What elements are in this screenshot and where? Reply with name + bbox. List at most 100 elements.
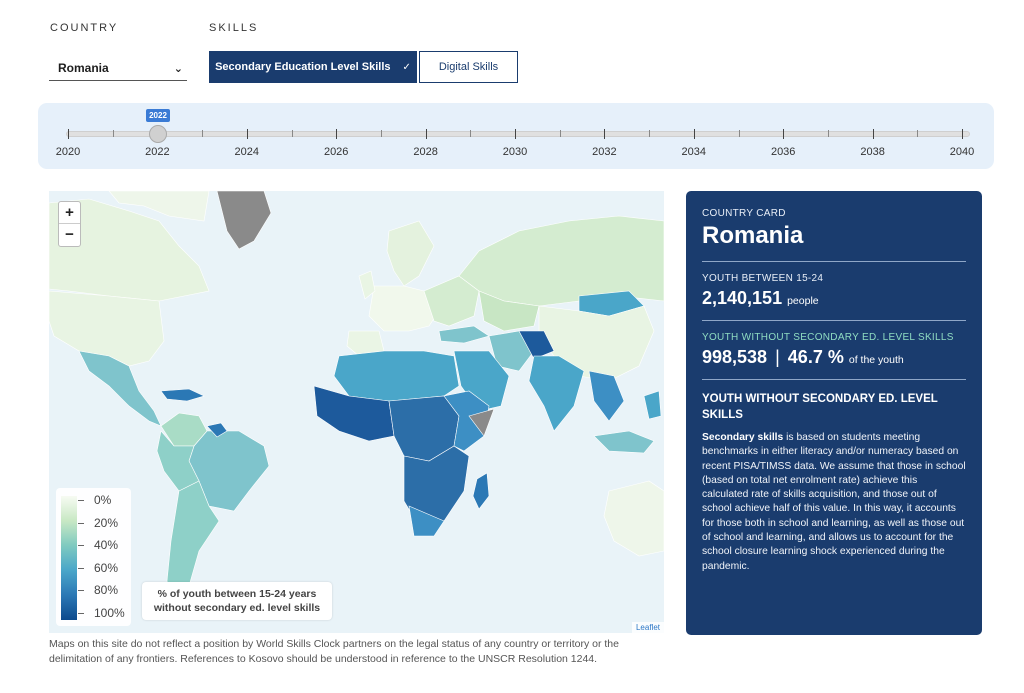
caribbean-shape <box>160 388 205 402</box>
timeline-tick <box>246 129 248 139</box>
russia-shape <box>458 215 664 307</box>
card-country-name: Romania <box>702 222 804 249</box>
secondary-skills-button[interactable]: Secondary Education Level Skills ✓ <box>209 51 417 83</box>
mexico-shape <box>78 350 162 427</box>
legend-color-bar <box>61 496 77 620</box>
timeline-tick <box>827 130 829 137</box>
timeline-year-2036[interactable]: 2036 <box>770 146 796 158</box>
kazakhstan-shape <box>478 290 540 332</box>
canada-shape <box>49 198 210 302</box>
zoom-in-button[interactable]: + <box>59 202 80 224</box>
uk-shape <box>358 270 376 300</box>
timeline-year-2024[interactable]: 2024 <box>234 146 260 158</box>
north-africa-shape <box>333 350 460 402</box>
timeline-year-2022[interactable]: 2022 <box>145 146 170 158</box>
zoom-control: + − <box>58 201 81 247</box>
section-heading: YOUTH WITHOUT SECONDARY ED. LEVEL SKILLS <box>702 393 938 421</box>
map-legend: 0% 20% 40% 60% 80% 100% <box>56 488 131 626</box>
zoom-out-button[interactable]: − <box>65 226 74 243</box>
section-body-text: is based on students meeting benchmarks … <box>702 432 966 572</box>
map-disclaimer: Maps on this site do not reflect a posit… <box>49 638 619 665</box>
legend-value: 40% <box>94 538 119 553</box>
timeline-tick <box>872 129 874 139</box>
year-timeline: 2020 2022 2024 2026 2028 2030 2032 2034 2036 2038… <box>38 103 994 169</box>
indonesia-shape <box>593 430 655 454</box>
youth-stat: 2,140,151 people <box>702 288 966 309</box>
west-africa-shape <box>313 385 395 442</box>
timeline-year-2020[interactable]: 2020 <box>55 146 81 158</box>
section-body: Secondary skills is based on students me… <box>702 431 966 574</box>
without-skills-label: YOUTH WITHOUT SECONDARY ED. LEVEL SKILLS <box>702 332 954 343</box>
timeline-year-2034[interactable]: 2034 <box>681 146 707 158</box>
legend-value: 60% <box>94 560 119 575</box>
timeline-year-2028[interactable]: 2028 <box>413 146 438 158</box>
timeline-tick <box>291 130 293 137</box>
legend-tick <box>78 545 84 547</box>
legend-tick <box>78 500 84 501</box>
check-icon: ✓ <box>402 61 411 73</box>
legend-value: 80% <box>94 583 119 598</box>
timeline-handle[interactable] <box>149 125 167 143</box>
legend-tick <box>78 567 84 569</box>
scandinavia-shape <box>386 220 435 287</box>
without-skills-stat: 998,538 | 46.7 % of the youth <box>702 347 966 368</box>
arabia-shape <box>453 350 510 412</box>
timeline-year-2030[interactable]: 2030 <box>502 146 528 158</box>
legend-caption-line1: % of youth between 15-24 years <box>157 588 317 600</box>
timeline-year-2026[interactable]: 2026 <box>323 146 349 158</box>
timeline-year-2040[interactable]: 2040 <box>949 146 975 158</box>
timeline-tick <box>693 129 695 139</box>
europe-west-shape <box>368 285 440 332</box>
card-label: COUNTRY CARD <box>702 208 786 219</box>
stat-separator: | <box>775 347 780 367</box>
afghanistan-shape <box>518 330 555 360</box>
country-select[interactable]: Romania ⌄ <box>49 56 187 81</box>
timeline-tick <box>336 129 338 139</box>
digital-skills-button[interactable]: Digital Skills <box>419 51 518 83</box>
southern-africa-shape <box>403 445 470 527</box>
legend-tick <box>78 590 84 592</box>
country-card: COUNTRY CARD Romania YOUTH BETWEEN 15-24… <box>686 191 982 635</box>
australia-shape <box>603 480 664 557</box>
legend-value: 20% <box>94 515 119 530</box>
map-canvas[interactable] <box>49 191 664 633</box>
timeline-tick <box>559 130 561 137</box>
skills-label: SKILLS <box>209 22 259 34</box>
youth-value: 2,140,151 <box>702 288 783 308</box>
timeline-tick <box>425 129 427 139</box>
legend-caption: % of youth between 15-24 years without s… <box>142 582 332 620</box>
timeline-tick <box>962 129 963 139</box>
chevron-down-icon: ⌄ <box>173 62 183 75</box>
timeline-tick <box>738 130 740 137</box>
usa-shape <box>49 290 165 367</box>
digital-skills-label: Digital Skills <box>438 61 499 73</box>
legend-tick <box>78 613 84 614</box>
timeline-track[interactable] <box>66 131 970 137</box>
secondary-skills-label: Secondary Education Level Skills <box>215 61 391 73</box>
timeline-tick <box>112 130 114 137</box>
without-skills-unit: of the youth <box>848 354 904 366</box>
country-select-value: Romania <box>58 61 109 75</box>
card-divider <box>702 379 966 380</box>
country-label: COUNTRY <box>50 22 119 34</box>
greenland-shape <box>216 191 272 250</box>
south-africa-shape <box>408 505 445 537</box>
timeline-year-2032[interactable]: 2032 <box>592 146 617 158</box>
leaflet-attribution-link[interactable]: Leaflet <box>631 622 664 633</box>
timeline-year-2038[interactable]: 2038 <box>860 146 885 158</box>
without-skills-percent: 46.7 % <box>787 347 844 367</box>
turkey-shape <box>438 325 490 344</box>
timeline-tick <box>380 130 382 137</box>
madagascar-shape <box>472 472 490 510</box>
legend-caption-line2: without secondary ed. level skills <box>153 602 321 614</box>
timeline-tick <box>68 129 69 139</box>
without-skills-value: 998,538 <box>702 347 768 367</box>
legend-tick <box>78 522 84 524</box>
se-asia-shape <box>588 370 625 422</box>
card-divider <box>702 320 966 321</box>
section-body-bold: Secondary skills <box>702 432 784 443</box>
youth-unit: people <box>787 295 819 307</box>
world-map[interactable]: + − 0% 20% 40% 60% 80% 100% % of youth betwee… <box>49 191 664 633</box>
card-divider <box>702 261 966 262</box>
philippines-shape <box>643 390 662 420</box>
